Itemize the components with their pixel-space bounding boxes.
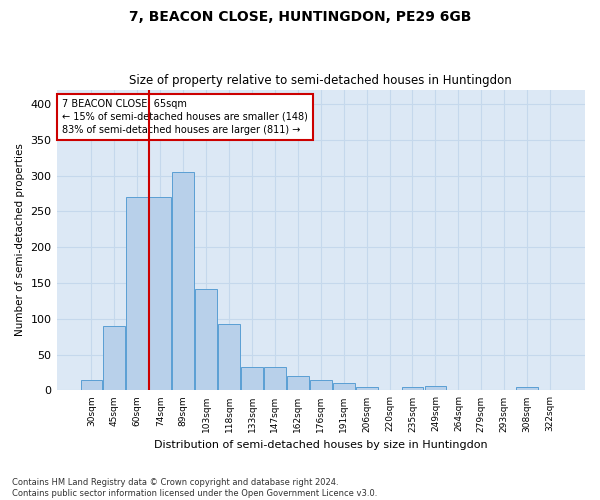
Text: Contains HM Land Registry data © Crown copyright and database right 2024.
Contai: Contains HM Land Registry data © Crown c… — [12, 478, 377, 498]
Bar — [310, 380, 332, 390]
Bar — [80, 380, 103, 390]
Bar — [287, 376, 309, 390]
Bar — [356, 387, 377, 390]
Bar — [103, 326, 125, 390]
Bar — [401, 387, 424, 390]
Title: Size of property relative to semi-detached houses in Huntingdon: Size of property relative to semi-detach… — [130, 74, 512, 87]
Bar — [516, 387, 538, 390]
Text: 7, BEACON CLOSE, HUNTINGDON, PE29 6GB: 7, BEACON CLOSE, HUNTINGDON, PE29 6GB — [129, 10, 471, 24]
Text: 7 BEACON CLOSE: 65sqm
← 15% of semi-detached houses are smaller (148)
83% of sem: 7 BEACON CLOSE: 65sqm ← 15% of semi-deta… — [62, 98, 308, 135]
Bar — [425, 386, 446, 390]
X-axis label: Distribution of semi-detached houses by size in Huntingdon: Distribution of semi-detached houses by … — [154, 440, 488, 450]
Bar — [264, 367, 286, 390]
Bar — [195, 288, 217, 390]
Y-axis label: Number of semi-detached properties: Number of semi-detached properties — [15, 144, 25, 336]
Bar — [172, 172, 194, 390]
Bar — [218, 324, 240, 390]
Bar — [149, 197, 171, 390]
Bar — [241, 367, 263, 390]
Bar — [127, 197, 148, 390]
Bar — [333, 384, 355, 390]
